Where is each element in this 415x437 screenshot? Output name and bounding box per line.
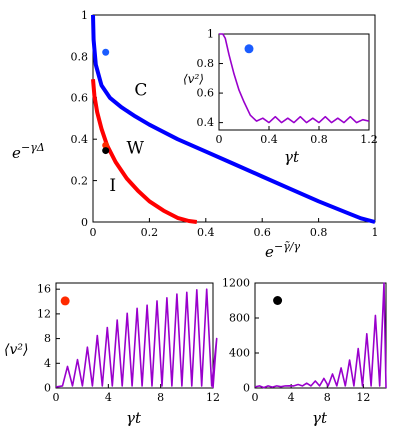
bottom-right-plot: 0 4 8 12 0 400 800 1200 γt [222,277,387,427]
bottom-right-y-tick-label: 400 [229,347,250,360]
bottom-left-marker-point [60,296,70,306]
main-x-tick-label: 0.6 [253,226,271,239]
bottom-left-y-axis-label-text: ⟨v²⟩ [4,342,28,358]
inset-plot-bg [212,27,371,136]
main-x-tick-label: 0.4 [197,226,215,239]
main-y-tick-label: 0.8 [71,50,89,63]
inset-points [244,44,254,54]
main-x-tick-label: 0.8 [310,226,328,239]
inset-x-axis-label-text: γt [284,148,300,166]
main-series-line-0 [91,14,376,224]
bottom-left-points [60,296,70,306]
bottom-left-series [55,288,218,389]
bottom-left-x-axis-label: γt [126,409,142,427]
main-x-axis-label: e −γ̃/γ [265,240,300,261]
inset-x-tick-label: 1.2 [360,133,378,146]
main-plot-frame [92,14,376,223]
bottom-right-series [254,282,387,389]
inset-y-tick-label: 0.6 [197,87,215,100]
bottom-right-marker-point [273,296,283,305]
inset-plot-frame [218,33,370,131]
main-y-tick-label: 1 [81,9,88,22]
bottom-right-points [273,296,283,305]
bottom-right-x-tick-label: 0 [252,391,259,404]
bottom-right-x-axis-label: γt [312,409,328,427]
main-x-axis-label-sup: −γ̃/γ [274,240,300,253]
main-ticks: 0 0.2 0.4 0.6 0.8 1 0 0.2 0.4 0.6 0.8 1 [71,9,379,239]
bottom-left-y-tick-label: 0 [44,382,51,395]
bottom-right-series-line-0 [254,282,387,389]
bottom-right-x-tick-label: 4 [288,391,295,404]
main-marker-point [102,141,110,149]
bottom-left-y-tick-label: 4 [44,357,51,370]
bottom-left-plot-frame [55,282,214,389]
bottom-left-x-tick-label: 4 [105,391,112,404]
main-y-tick-label: 0.4 [71,133,89,146]
bottom-left-x-tick-label: 12 [206,391,220,404]
inset-y-axis-label-text: ⟨v²⟩ [183,72,204,86]
inset-series [219,33,370,124]
main-x-tick-label: 0 [90,226,97,239]
bottom-right-x-axis-label-text: γt [312,409,328,427]
bottom-right-x-tick-label: 12 [356,391,370,404]
bottom-left-x-tick-label: 0 [53,391,60,404]
inset-y-tick-label: 0.4 [197,116,215,129]
main-y-axis-label-sup: −γΔ [21,141,45,154]
inset-plot: 0 0.4 0.8 1.20.40.60.81 ⟨v²⟩ γt [183,27,378,166]
region-label-c: C [134,81,147,101]
main-y-axis-label-text: e [12,144,21,162]
bottom-right-plot-frame [254,282,387,389]
main-marker-point [102,147,110,155]
inset-x-tick-label: 0 [216,133,223,146]
bottom-left-x-tick-label: 8 [157,391,164,404]
bottom-left-plot: 0 4 8 12 0 4 8 12 16 ⟨v²⟩ γt [4,282,220,427]
main-y-tick-label: 0.6 [71,92,89,105]
inset-series-line-0 [219,33,370,124]
region-label-i: I [109,176,116,196]
inset-x-axis-label: γt [284,148,300,166]
main-region-labels: C WI [109,81,147,196]
main-y-axis-label: e −γΔ [12,141,45,162]
bottom-right-y-tick-label: 800 [229,312,250,325]
inset-ticks: 0 0.4 0.8 1.20.40.60.81 [197,28,378,147]
bottom-right-y-tick-label: 1200 [222,277,250,290]
inset-marker-point [244,44,254,54]
bottom-left-y-axis-label: ⟨v²⟩ [4,342,28,358]
bottom-left-series-line-0 [55,288,218,389]
main-x-tick-label: 1 [372,226,379,239]
main-marker-point [102,48,110,56]
bottom-right-ticks: 0 4 8 12 0 400 800 1200 [222,277,370,405]
inset-x-tick-label: 0.4 [260,133,278,146]
main-series-line-1 [91,79,198,224]
main-plot: 0 0.2 0.4 0.6 0.8 1 0 0.2 0.4 0.6 0.8 1 C WI e −γ̃/γ… [12,9,379,261]
inset-y-axis-label: ⟨v²⟩ [183,72,204,86]
inset-y-tick-label: 0.8 [197,57,215,70]
bottom-left-y-tick-label: 16 [37,283,51,296]
inset-x-tick-label: 0.8 [310,133,328,146]
main-y-tick-label: 0.2 [71,174,89,187]
bottom-left-y-tick-label: 8 [44,332,51,345]
bottom-right-x-tick-label: 8 [324,391,331,404]
main-series [91,14,376,224]
inset-y-tick-label: 1 [207,28,214,41]
main-x-tick-label: 0.2 [141,226,159,239]
main-x-axis-label-text: e [265,243,274,261]
main-y-tick-label: 0 [81,216,88,229]
bottom-left-x-axis-label-text: γt [126,409,142,427]
bottom-left-y-tick-label: 12 [37,307,51,320]
main-points [102,48,110,155]
bottom-left-ticks: 0 4 8 12 0 4 8 12 16 [37,283,220,404]
region-label-w: W [127,139,145,159]
bottom-right-y-tick-label: 0 [243,382,250,395]
